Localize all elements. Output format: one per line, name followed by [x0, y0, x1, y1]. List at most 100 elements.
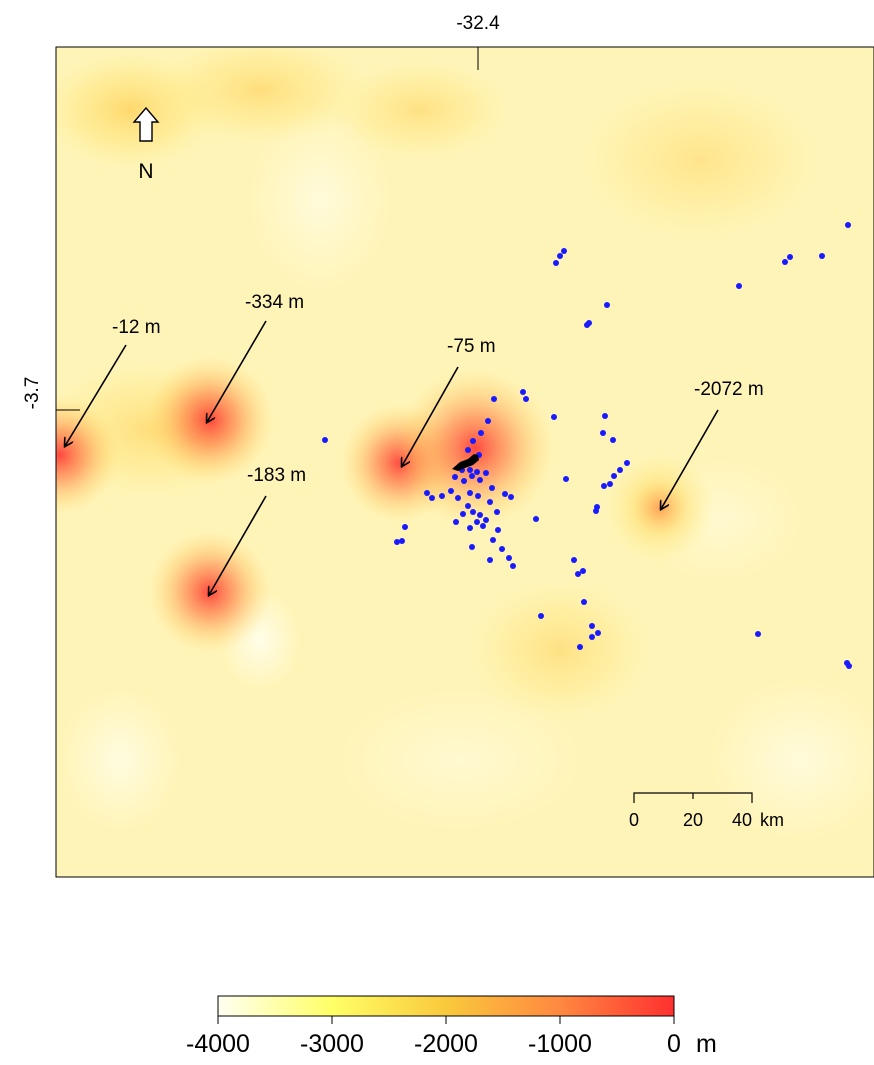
sample-point — [581, 599, 587, 605]
sample-point — [495, 527, 501, 533]
sample-point — [478, 430, 484, 436]
sample-point — [467, 525, 473, 531]
annotation-label: -2072 m — [694, 379, 764, 400]
sample-point — [575, 571, 581, 577]
sample-point — [483, 517, 489, 523]
annotation-label: -75 m — [447, 336, 496, 357]
sample-point — [589, 623, 595, 629]
sample-point — [553, 260, 559, 266]
sample-point — [602, 413, 608, 419]
sample-point — [610, 437, 616, 443]
sample-point — [589, 634, 595, 640]
sample-point — [491, 396, 497, 402]
annotation-arrows — [65, 320, 719, 595]
island-shape — [452, 454, 479, 471]
sample-point — [485, 418, 491, 424]
sample-point — [455, 495, 461, 501]
sample-points — [322, 222, 852, 669]
sample-point — [593, 508, 599, 514]
sample-point — [499, 546, 505, 552]
annotation-label: -183 m — [247, 465, 306, 486]
sample-point — [394, 539, 400, 545]
sample-point — [461, 478, 467, 484]
sample-point — [510, 563, 516, 569]
sample-point — [487, 499, 493, 505]
scale-bar: 0 20 40 km — [629, 792, 784, 830]
sample-point — [502, 491, 508, 497]
sample-point — [483, 470, 489, 476]
sample-point — [470, 509, 476, 515]
sample-point — [557, 253, 563, 259]
sample-point — [402, 524, 408, 530]
sample-point — [480, 523, 486, 529]
sample-point — [322, 437, 328, 443]
sample-point — [624, 460, 630, 466]
annotation-label: -12 m — [112, 317, 161, 338]
sample-point — [460, 511, 466, 517]
sample-point — [487, 557, 493, 563]
arrow-12m — [65, 344, 127, 446]
legend-unit-label: m — [696, 1030, 717, 1058]
legend-tick-label: -1000 — [528, 1030, 592, 1058]
sample-point — [819, 253, 825, 259]
sample-point — [561, 248, 567, 254]
sample-point — [595, 630, 601, 636]
sample-point — [508, 494, 514, 500]
sample-point — [520, 389, 526, 395]
sample-point — [489, 485, 495, 491]
sample-point — [571, 557, 577, 563]
sample-point — [523, 396, 529, 402]
scale-tick-label: 40 — [732, 810, 752, 830]
sample-point — [506, 555, 512, 561]
sample-point — [467, 490, 473, 496]
sample-point — [465, 447, 471, 453]
sample-point — [787, 254, 793, 260]
north-arrow-icon — [132, 106, 160, 142]
top-axis-label: -32.4 — [456, 13, 500, 34]
legend-tick-label: -2000 — [414, 1030, 478, 1058]
sample-point — [448, 488, 454, 494]
legend-tick-label: 0 — [667, 1030, 681, 1058]
sample-point — [563, 476, 569, 482]
left-axis-label: -3.7 — [22, 377, 43, 410]
sample-point — [611, 473, 617, 479]
legend-tick-label: -3000 — [300, 1030, 364, 1058]
north-label: N — [138, 160, 153, 183]
sample-point — [755, 631, 761, 637]
sample-point — [470, 438, 476, 444]
sample-point — [474, 469, 480, 475]
sample-point — [469, 473, 475, 479]
sample-point — [467, 467, 473, 473]
arrow-2072m — [661, 409, 719, 509]
sample-point — [469, 544, 475, 550]
scale-tick-label: 20 — [683, 810, 703, 830]
sample-point — [604, 302, 610, 308]
sample-point — [465, 503, 471, 509]
sample-point — [490, 537, 496, 543]
scale-unit-label: km — [760, 810, 784, 830]
sample-point — [477, 477, 483, 483]
sample-point — [424, 490, 430, 496]
annotation-label: -334 m — [245, 292, 304, 313]
sample-point — [607, 481, 613, 487]
sample-point — [399, 538, 405, 544]
sample-point — [551, 414, 557, 420]
sample-point — [439, 493, 445, 499]
sample-point — [453, 519, 459, 525]
sample-point — [429, 495, 435, 501]
sample-point — [736, 283, 742, 289]
map-frame — [55, 46, 874, 878]
sample-point — [600, 430, 606, 436]
sample-point — [477, 512, 483, 518]
sample-point — [474, 519, 480, 525]
sample-point — [845, 222, 851, 228]
sample-point — [586, 320, 592, 326]
sample-point — [601, 483, 607, 489]
legend-tick-label: -4000 — [186, 1030, 250, 1058]
sample-point — [533, 516, 539, 522]
sample-point — [846, 663, 852, 669]
scale-tick-label: 0 — [629, 810, 639, 830]
arrow-334m — [207, 320, 267, 422]
sample-point — [577, 644, 583, 650]
